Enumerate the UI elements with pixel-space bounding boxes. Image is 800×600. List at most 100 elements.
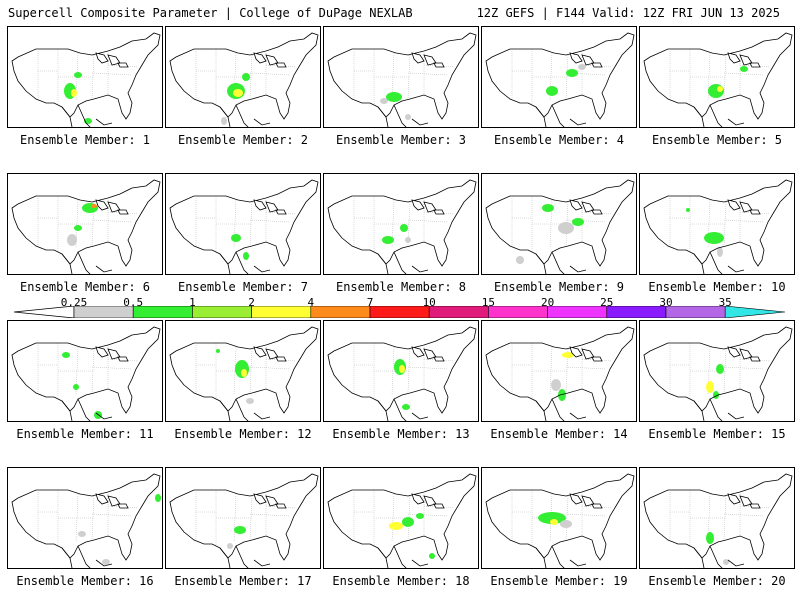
coastline: [327, 473, 477, 561]
scp-contour: [62, 352, 70, 358]
scale-segment: [665, 306, 726, 318]
mexico-coast: [219, 104, 271, 127]
scp-contour: [74, 72, 82, 78]
conus-map: [643, 326, 793, 421]
conus-map: [485, 473, 635, 568]
scp-contour: [389, 522, 403, 530]
scp-contour: [216, 349, 220, 353]
member-caption: Ensemble Member: 6: [19, 280, 151, 294]
member-caption: Ensemble Member: 15: [648, 427, 786, 441]
great-lakes: [411, 346, 445, 362]
member-caption: Ensemble Member: 13: [332, 427, 470, 441]
scp-contour: [538, 512, 566, 524]
great-lakes: [727, 52, 761, 68]
mexico-coast: [377, 545, 429, 568]
conus-map: [169, 473, 319, 568]
scp-contour: [402, 517, 414, 527]
conus-map: [485, 32, 635, 127]
scp-contour: [380, 98, 388, 104]
scp-contour: [578, 64, 586, 70]
member-caption: Ensemble Member: 1: [19, 133, 151, 147]
member-caption: Ensemble Member: 2: [177, 133, 309, 147]
state-borders: [669, 196, 771, 252]
scale-segment: [192, 306, 252, 318]
ensemble-map-panel: [639, 26, 795, 128]
mexico-coast: [219, 398, 271, 421]
mexico-coast: [377, 251, 429, 274]
ensemble-map-panel: [639, 173, 795, 275]
scp-contour: [558, 222, 574, 234]
scale-tick-label: 15: [481, 296, 496, 309]
conus-map: [327, 473, 477, 568]
member-caption: Ensemble Member: 11: [16, 427, 154, 441]
member-caption: Ensemble Member: 12: [174, 427, 312, 441]
great-lakes: [569, 346, 603, 362]
scp-contour: [716, 364, 724, 374]
coastline: [169, 326, 319, 414]
member-caption: Ensemble Member: 3: [335, 133, 467, 147]
great-lakes: [727, 346, 761, 362]
mexico-coast: [535, 251, 587, 274]
ensemble-map-panel: [323, 173, 479, 275]
state-borders: [353, 196, 455, 252]
scale-tick-label: 7: [366, 296, 374, 309]
member-caption: Ensemble Member: 10: [648, 280, 786, 294]
ensemble-map-panel: [481, 26, 637, 128]
conus-map: [11, 32, 161, 127]
scale-tick-label: 4: [307, 296, 315, 309]
coastline: [485, 326, 635, 414]
conus-map: [169, 32, 319, 127]
coastline: [643, 179, 793, 267]
ensemble-map-panel: [481, 467, 637, 569]
scp-contour: [706, 381, 714, 393]
scale-tick-label: 30: [659, 296, 673, 309]
great-lakes: [411, 52, 445, 68]
coastline: [643, 473, 793, 561]
scp-contour: [231, 234, 241, 242]
ensemble-map-panel: [7, 173, 163, 275]
coastline: [11, 473, 161, 561]
great-lakes: [727, 199, 761, 215]
scp-contour: [67, 234, 77, 246]
scp-contour: [723, 559, 729, 565]
state-borders: [195, 343, 297, 399]
coastline: [11, 326, 161, 414]
scp-contour: [706, 532, 714, 544]
mexico-coast: [693, 398, 745, 421]
member-caption: Ensemble Member: 18: [332, 574, 470, 588]
state-borders: [195, 490, 297, 546]
scp-contour: [686, 208, 690, 212]
ensemble-map-panel: [7, 467, 163, 569]
member-caption: Ensemble Member: 9: [493, 280, 625, 294]
state-borders: [511, 49, 613, 105]
scp-contour: [241, 369, 247, 377]
ensemble-map-panel: [165, 26, 321, 128]
mexico-coast: [61, 545, 113, 568]
conus-map: [485, 179, 635, 274]
state-borders: [195, 196, 297, 252]
scale-segment: [369, 306, 430, 318]
scale-tick-label: 35: [718, 296, 732, 309]
ensemble-map-panel: [639, 320, 795, 422]
scp-contour: [402, 404, 410, 410]
scp-contour: [416, 513, 424, 519]
scale-tick-label: 20: [540, 296, 555, 309]
great-lakes: [253, 52, 287, 68]
scale-segment: [488, 306, 548, 318]
scp-contour: [71, 89, 77, 97]
state-borders: [669, 343, 771, 399]
scp-contour: [516, 256, 524, 264]
scp-contour: [546, 86, 558, 96]
scp-contour: [405, 114, 411, 120]
scale-tick-label: 0.25: [60, 296, 88, 309]
ensemble-map-panel: [7, 26, 163, 128]
scp-contour: [234, 526, 246, 534]
great-lakes: [253, 346, 287, 362]
coastline: [169, 32, 319, 120]
scp-contour: [562, 352, 574, 358]
conus-map: [11, 473, 161, 568]
conus-map: [643, 32, 793, 127]
member-caption: Ensemble Member: 17: [174, 574, 312, 588]
scp-contour: [242, 73, 250, 81]
mexico-coast: [61, 398, 113, 421]
